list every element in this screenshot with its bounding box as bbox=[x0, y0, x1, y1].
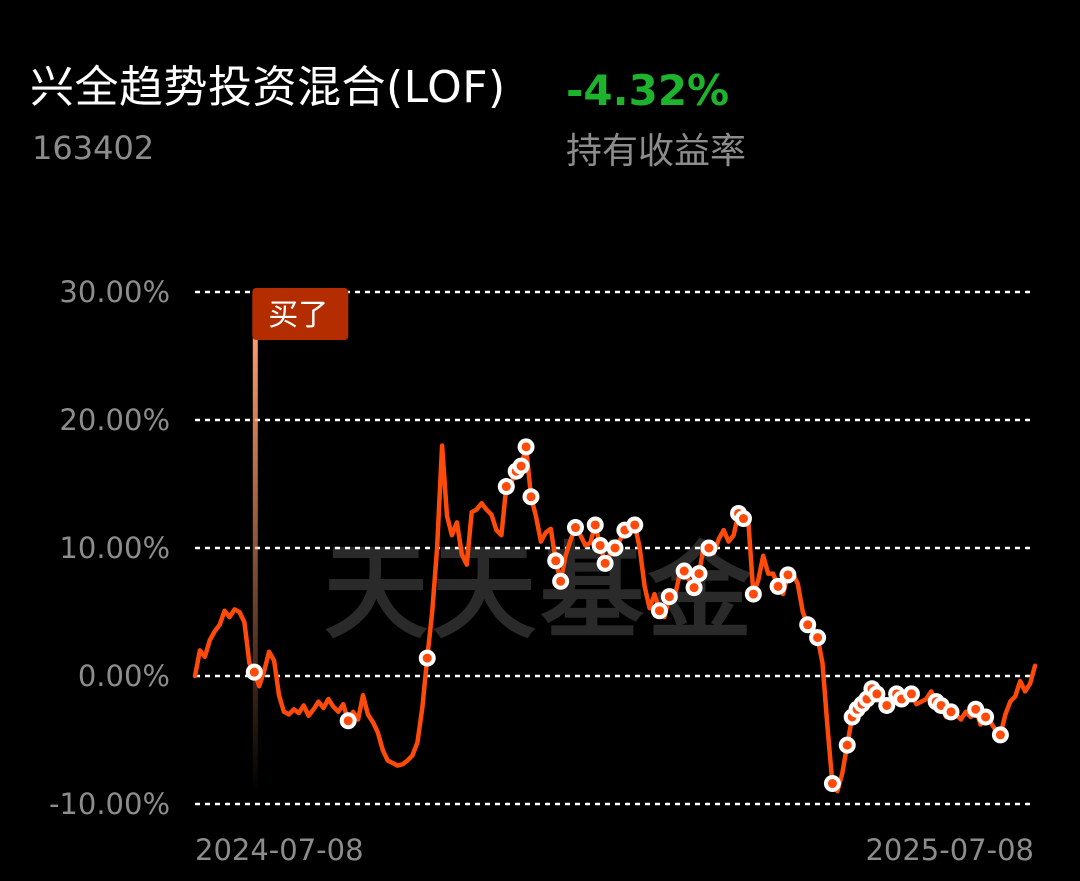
trade-point-dot bbox=[936, 700, 946, 710]
trade-point-dot bbox=[748, 589, 758, 599]
trade-point-dot bbox=[630, 520, 640, 530]
trade-point-dot bbox=[694, 569, 704, 579]
trade-point-dot bbox=[704, 543, 714, 553]
trade-point-dot bbox=[872, 689, 882, 699]
y-tick-label: -10.00% bbox=[49, 787, 170, 821]
holding-return-label: 持有收益率 bbox=[566, 131, 747, 172]
trade-point-dot bbox=[882, 700, 892, 710]
trade-point-dot bbox=[521, 442, 531, 452]
y-tick-label: 30.00% bbox=[59, 275, 170, 309]
y-tick-label: 0.00% bbox=[78, 659, 170, 693]
trade-point-dot bbox=[906, 689, 916, 699]
buy-tag-label: 买了 bbox=[268, 298, 328, 333]
buy-marker-line bbox=[252, 338, 258, 793]
trade-point-dot bbox=[501, 482, 511, 492]
buy-tag[interactable] bbox=[252, 288, 349, 340]
trade-point-dot bbox=[842, 740, 852, 750]
trade-point-dot bbox=[654, 606, 664, 616]
trade-point-dot bbox=[556, 576, 566, 586]
trade-point-dot bbox=[971, 704, 981, 714]
trade-point-dot bbox=[827, 779, 837, 789]
trade-point-dot bbox=[343, 716, 353, 726]
watermark-text: 天天基金 bbox=[324, 531, 756, 653]
x-axis-ticks: 2024-07-08 2025-07-08 bbox=[195, 833, 1034, 867]
trade-point-dot bbox=[981, 712, 991, 722]
trade-point-dot bbox=[595, 540, 605, 550]
trade-point-dot bbox=[773, 581, 783, 591]
trade-point-dot bbox=[551, 556, 561, 566]
trade-point-dot bbox=[570, 523, 580, 533]
y-axis-ticks: 30.00% 20.00% 10.00% 0.00% -10.00% bbox=[49, 275, 170, 821]
trade-point-dot bbox=[590, 520, 600, 530]
fund-code: 163402 bbox=[32, 129, 155, 167]
buy-marker[interactable]: 买了 bbox=[252, 288, 349, 793]
y-tick-label: 10.00% bbox=[59, 531, 170, 565]
trade-point-dot bbox=[664, 592, 674, 602]
trade-point-dot bbox=[526, 492, 536, 502]
trade-point-dot bbox=[610, 543, 620, 553]
trade-point-dot bbox=[516, 461, 526, 471]
fund-name: 兴全趋势投资混合(LOF) bbox=[30, 62, 506, 113]
trade-point-dot bbox=[679, 566, 689, 576]
trade-point-dot bbox=[995, 730, 1005, 740]
trade-point-dot bbox=[813, 633, 823, 643]
trade-point-dot bbox=[803, 620, 813, 630]
y-tick-label: 20.00% bbox=[59, 403, 170, 437]
trade-markers bbox=[245, 438, 1009, 793]
trade-point-dot bbox=[249, 667, 259, 677]
holding-return-value: -4.32% bbox=[566, 66, 730, 115]
trade-point-dot bbox=[946, 707, 956, 717]
trade-point-dot bbox=[738, 514, 748, 524]
x-tick-label-start: 2024-07-08 bbox=[195, 833, 364, 867]
trade-point-dot bbox=[689, 583, 699, 593]
trade-point-dot bbox=[600, 558, 610, 568]
trade-point-dot bbox=[783, 570, 793, 580]
x-tick-label-end: 2025-07-08 bbox=[865, 833, 1034, 867]
trade-point-dot bbox=[422, 653, 432, 663]
